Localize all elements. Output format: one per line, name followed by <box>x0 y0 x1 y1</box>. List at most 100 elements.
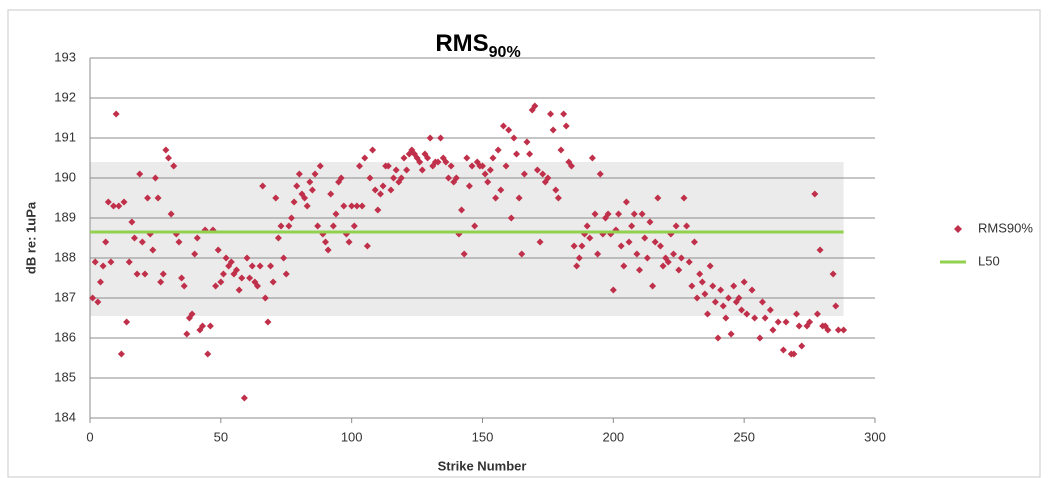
data-point <box>180 282 188 290</box>
data-point <box>89 294 97 302</box>
data-point <box>547 110 555 118</box>
data-point <box>743 310 751 318</box>
data-point <box>520 170 528 178</box>
data-point <box>625 238 633 246</box>
data-point <box>481 170 489 178</box>
data-point <box>442 158 450 166</box>
data-point <box>630 210 638 218</box>
data-point <box>311 170 319 178</box>
data-point <box>505 126 513 134</box>
data-point <box>416 158 424 166</box>
data-point <box>554 194 562 202</box>
data-point <box>363 242 371 250</box>
data-point <box>790 350 798 358</box>
data-point <box>379 182 387 190</box>
data-point <box>811 190 819 198</box>
data-point <box>99 262 107 270</box>
data-point <box>452 174 460 182</box>
data-point <box>350 222 358 230</box>
data-point <box>717 286 725 294</box>
data-point <box>696 270 704 278</box>
data-point <box>622 198 630 206</box>
data-point <box>779 346 787 354</box>
data-point <box>144 194 152 202</box>
data-point <box>677 254 685 262</box>
data-point <box>536 238 544 246</box>
data-point <box>337 174 345 182</box>
data-point <box>738 306 746 314</box>
data-point <box>308 186 316 194</box>
data-point <box>507 214 515 222</box>
data-point <box>285 222 293 230</box>
data-point <box>125 258 133 266</box>
data-point <box>649 282 657 290</box>
data-point <box>316 162 324 170</box>
data-point <box>191 250 199 258</box>
data-point <box>324 246 332 254</box>
data-point <box>287 214 295 222</box>
data-point <box>400 154 408 162</box>
data-point <box>272 194 280 202</box>
data-point <box>641 234 649 242</box>
title-main: RMS <box>435 30 488 57</box>
data-point <box>282 270 290 278</box>
data-point <box>162 146 170 154</box>
data-point <box>157 278 165 286</box>
data-point <box>314 222 322 230</box>
title-subscript: 90% <box>489 44 521 61</box>
data-point <box>107 258 115 266</box>
data-point <box>345 238 353 246</box>
data-point <box>646 218 654 226</box>
data-point <box>774 318 782 326</box>
data-point <box>170 162 178 170</box>
data-point <box>206 322 214 330</box>
data-point <box>654 194 662 202</box>
legend-label: L50 <box>978 253 1000 268</box>
data-point <box>468 162 476 170</box>
data-point <box>499 122 507 130</box>
data-point <box>604 210 612 218</box>
data-point <box>670 250 678 258</box>
data-point <box>591 210 599 218</box>
data-point <box>513 150 521 158</box>
x-tick-label: 0 <box>86 429 93 444</box>
data-point <box>636 266 643 274</box>
data-point <box>722 314 730 322</box>
data-point <box>151 174 159 182</box>
data-point <box>295 170 303 178</box>
y-axis-label: dB re: 1uPa <box>23 201 38 274</box>
data-point <box>235 286 243 294</box>
data-point <box>685 258 693 266</box>
data-point <box>711 298 719 306</box>
data-point <box>329 222 337 230</box>
data-point <box>110 202 118 210</box>
y-tick-label: 184 <box>54 409 76 424</box>
data-point <box>358 202 366 210</box>
data-point <box>795 322 803 330</box>
data-point <box>102 238 110 246</box>
legend-swatch <box>954 225 962 233</box>
data-point <box>91 258 99 266</box>
data-point <box>638 210 646 218</box>
y-tick-label: 186 <box>54 329 76 344</box>
data-point <box>141 270 149 278</box>
data-point <box>656 242 664 250</box>
data-point <box>510 134 518 142</box>
data-point <box>128 218 136 226</box>
data-point <box>165 154 172 162</box>
data-point <box>758 298 766 306</box>
data-point <box>824 326 832 334</box>
data-point <box>458 206 466 214</box>
data-point <box>502 162 510 170</box>
data-point <box>664 258 672 266</box>
data-point <box>578 242 586 250</box>
data-point <box>149 246 157 254</box>
data-point <box>264 318 272 326</box>
data-point <box>188 310 196 318</box>
data-point <box>706 262 714 270</box>
data-point <box>693 294 701 302</box>
data-point <box>426 134 434 142</box>
data-point <box>460 250 468 258</box>
data-point <box>374 206 382 214</box>
data-point <box>704 310 712 318</box>
